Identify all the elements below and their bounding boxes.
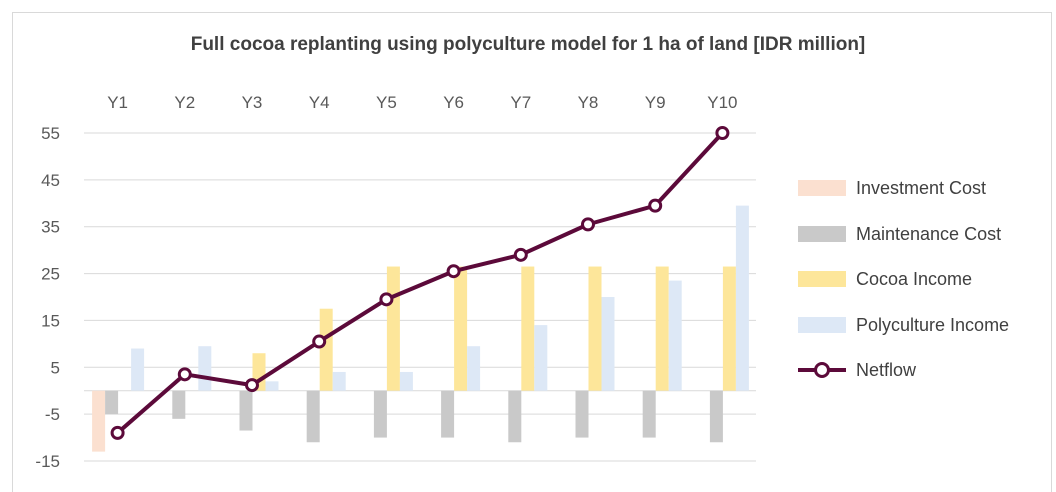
bar-maintenance-cost: [239, 390, 253, 431]
bar-polyculture-income: [399, 371, 413, 391]
y-tick-label: -5: [45, 405, 60, 424]
bar-polyculture-income: [735, 205, 749, 391]
x-tick-label: Y8: [578, 93, 599, 112]
bar-polyculture-income: [265, 381, 279, 391]
legend-item-netflow: Netflow: [798, 358, 916, 382]
legend-swatch: [798, 317, 846, 333]
netflow-point: [446, 264, 461, 279]
bar-cocoa-income: [319, 308, 333, 391]
y-tick-label: 5: [51, 358, 60, 377]
legend-swatch: [798, 180, 846, 196]
bar-cocoa-income: [386, 266, 400, 391]
netflow-point: [177, 367, 192, 382]
x-tick-label: Y2: [174, 93, 195, 112]
bar-polyculture-income: [534, 325, 548, 391]
netflow-point: [648, 198, 663, 213]
bar-maintenance-cost: [441, 390, 455, 438]
bar-polyculture-income: [601, 297, 615, 391]
legend-label: Polyculture Income: [856, 314, 1010, 335]
x-tick-label: Y7: [510, 93, 531, 112]
x-tick-label: Y5: [376, 93, 397, 112]
legend-line-swatch: [798, 362, 846, 378]
netflow-point: [581, 217, 595, 232]
y-tick-label: 15: [41, 311, 60, 330]
x-tick-label: Y10: [707, 93, 737, 112]
x-tick-label: Y9: [645, 93, 666, 112]
y-tick-label: 45: [41, 171, 60, 190]
bar-cocoa-income: [521, 266, 535, 391]
netflow-line: [116, 131, 724, 435]
netflow-point: [110, 425, 125, 440]
bar-maintenance-cost: [172, 390, 186, 419]
legend-item-investment-cost: Investment Cost: [798, 176, 986, 200]
bar-polyculture-income: [198, 346, 212, 391]
netflow-point: [513, 247, 528, 262]
chart-frame: [12, 12, 1052, 492]
bar-maintenance-cost: [105, 390, 119, 415]
legend-item-maintenance-cost: Maintenance Cost: [798, 222, 1001, 246]
bar-cocoa-income: [722, 266, 736, 391]
bar-polyculture-income: [332, 371, 346, 391]
netflow-point: [379, 292, 394, 307]
bar-maintenance-cost: [642, 390, 656, 438]
bar-polyculture-income: [131, 348, 145, 391]
y-tick-label: 25: [41, 265, 60, 284]
x-tick-label: Y1: [107, 93, 128, 112]
x-tick-label: Y6: [443, 93, 464, 112]
legend-swatch: [798, 271, 846, 287]
legend-item-cocoa-income: Cocoa Income: [798, 267, 972, 291]
legend-label: Cocoa Income: [856, 268, 973, 289]
netflow-point: [245, 378, 259, 393]
bar-cocoa-income: [454, 266, 468, 391]
legend-label: Netflow: [856, 359, 917, 380]
bar-maintenance-cost: [306, 390, 320, 443]
bar-cocoa-income: [655, 266, 669, 391]
bar-maintenance-cost: [508, 390, 522, 443]
legend-label: Maintenance Cost: [856, 223, 1002, 244]
bar-polyculture-income: [668, 280, 682, 391]
x-tick-label: Y4: [309, 93, 330, 112]
bar-maintenance-cost: [575, 390, 589, 438]
legend-swatch: [798, 226, 846, 242]
bar-maintenance-cost: [373, 390, 387, 438]
netflow-point: [312, 334, 327, 349]
legend-label: Investment Cost: [856, 177, 987, 198]
bar-polyculture-income: [467, 346, 481, 391]
chart-plot: 55 45 35 25 15 5 -5 -15 Y1 Y2 Y3 Y4 Y5 Y6 Y7 Y8 Y9 Y10: [35, 93, 756, 471]
y-tick-label: 35: [41, 218, 60, 237]
bar-investment-cost: [92, 390, 106, 452]
netflow-point: [715, 126, 730, 140]
legend-item-polyculture-income: Polyculture Income: [798, 313, 1009, 337]
y-tick-label: 55: [41, 124, 60, 143]
y-tick-label: -15: [35, 452, 60, 471]
bar-maintenance-cost: [709, 390, 723, 443]
bar-cocoa-income: [588, 266, 602, 391]
chart-title: Full cocoa replanting using polyculture …: [190, 34, 866, 55]
x-tick-label: Y3: [242, 93, 263, 112]
